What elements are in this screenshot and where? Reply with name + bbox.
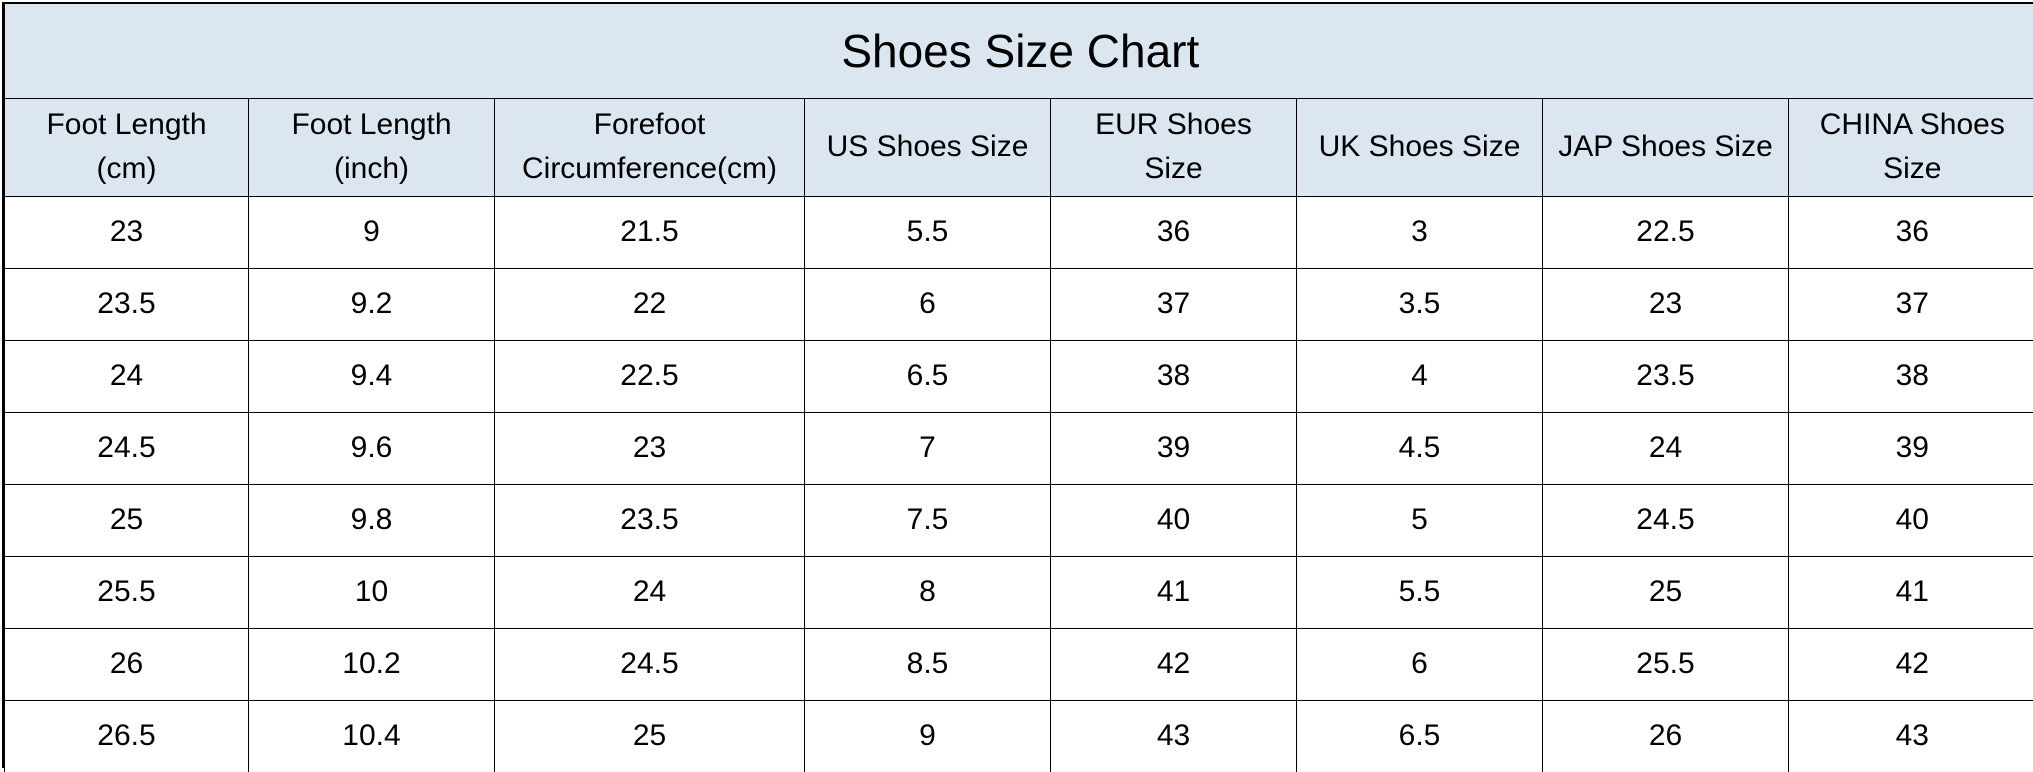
table-cell: 36 [1051, 196, 1297, 268]
table-cell: 25 [1543, 556, 1789, 628]
table-cell: 26 [5, 628, 249, 700]
table-cell: 9.8 [249, 484, 495, 556]
table-cell: 26 [1543, 700, 1789, 772]
column-header-line: (inch) [334, 152, 409, 185]
table-cell: 38 [1789, 340, 2033, 412]
table-cell: 39 [1051, 412, 1297, 484]
table-cell: 25 [5, 484, 249, 556]
chart-title: Shoes Size Chart [5, 4, 2033, 98]
table-cell: 5 [1297, 484, 1543, 556]
table-cell: 23.5 [5, 268, 249, 340]
table-cell: 42 [1051, 628, 1297, 700]
column-header: CHINA Shoes Size [1789, 98, 2033, 196]
column-header-line: UK Shoes Size [1319, 130, 1521, 163]
table-cell: 38 [1051, 340, 1297, 412]
table-cell: 25 [495, 700, 805, 772]
table-cell: 23 [5, 196, 249, 268]
header-row: Foot Length (cm) Foot Length (inch) Forefoot… [5, 98, 2033, 196]
table-cell: 8.5 [805, 628, 1051, 700]
table-cell: 39 [1789, 412, 2033, 484]
table-cell: 26.5 [5, 700, 249, 772]
table-cell: 10.4 [249, 700, 495, 772]
column-header-line: US Shoes Size [827, 130, 1029, 163]
table-cell: 6.5 [1297, 700, 1543, 772]
table-cell: 24.5 [1543, 484, 1789, 556]
column-header-line: CHINA Shoes [1820, 108, 2005, 141]
column-header-line: Size [1144, 152, 1202, 185]
column-header-line: JAP Shoes Size [1558, 130, 1773, 163]
table-cell: 10.2 [249, 628, 495, 700]
table-cell: 37 [1789, 268, 2033, 340]
table-cell: 24 [5, 340, 249, 412]
table-cell: 24 [495, 556, 805, 628]
column-header-line: Circumference(cm) [522, 152, 777, 185]
column-header: Foot Length (cm) [5, 98, 249, 196]
column-header: EUR Shoes Size [1051, 98, 1297, 196]
table-cell: 3 [1297, 196, 1543, 268]
column-header-line: Size [1883, 152, 1941, 185]
table-cell: 6 [805, 268, 1051, 340]
column-header-line: Forefoot [594, 108, 706, 141]
table-cell: 8 [805, 556, 1051, 628]
table-cell: 9.2 [249, 268, 495, 340]
table-cell: 23 [1543, 268, 1789, 340]
table-cell: 23.5 [495, 484, 805, 556]
table-cell: 22.5 [495, 340, 805, 412]
table-cell: 43 [1051, 700, 1297, 772]
column-header-line: Foot Length [46, 108, 206, 141]
table-cell: 9 [805, 700, 1051, 772]
table-cell: 24.5 [5, 412, 249, 484]
table-cell: 7.5 [805, 484, 1051, 556]
column-header: Foot Length (inch) [249, 98, 495, 196]
table-cell: 22 [495, 268, 805, 340]
table-cell: 43 [1789, 700, 2033, 772]
table-cell: 23.5 [1543, 340, 1789, 412]
table-cell: 9 [249, 196, 495, 268]
table-cell: 6.5 [805, 340, 1051, 412]
table-cell: 42 [1789, 628, 2033, 700]
table-cell: 41 [1789, 556, 2033, 628]
table-cell: 23 [495, 412, 805, 484]
column-header: UK Shoes Size [1297, 98, 1543, 196]
table-cell: 4 [1297, 340, 1543, 412]
table-cell: 25.5 [1543, 628, 1789, 700]
table-cell: 24.5 [495, 628, 805, 700]
table-cell: 6 [1297, 628, 1543, 700]
table-cell: 10 [249, 556, 495, 628]
table-cell: 37 [1051, 268, 1297, 340]
table-cell: 24 [1543, 412, 1789, 484]
table-cell: 5.5 [1297, 556, 1543, 628]
table-cell: 21.5 [495, 196, 805, 268]
table-cell: 25.5 [5, 556, 249, 628]
table-cell: 22.5 [1543, 196, 1789, 268]
column-header: JAP Shoes Size [1543, 98, 1789, 196]
column-header-line: (cm) [97, 152, 157, 185]
table-cell: 4.5 [1297, 412, 1543, 484]
column-header: US Shoes Size [805, 98, 1051, 196]
table-cell: 9.6 [249, 412, 495, 484]
table-cell: 5.5 [805, 196, 1051, 268]
size-table: Shoes Size Chart Foot Length(cm)Foot Len… [4, 4, 2033, 772]
table-cell: 41 [1051, 556, 1297, 628]
table-cell: 9.4 [249, 340, 495, 412]
table-cell: 36 [1789, 196, 2033, 268]
column-header: Forefoot Circumference(cm) [495, 98, 805, 196]
table-cell: 3.5 [1297, 268, 1543, 340]
table-cell: 40 [1051, 484, 1297, 556]
column-header-line: EUR Shoes [1095, 108, 1252, 141]
table-cell: 7 [805, 412, 1051, 484]
table-cell: 40 [1789, 484, 2033, 556]
column-header-line: Foot Length [291, 108, 451, 141]
